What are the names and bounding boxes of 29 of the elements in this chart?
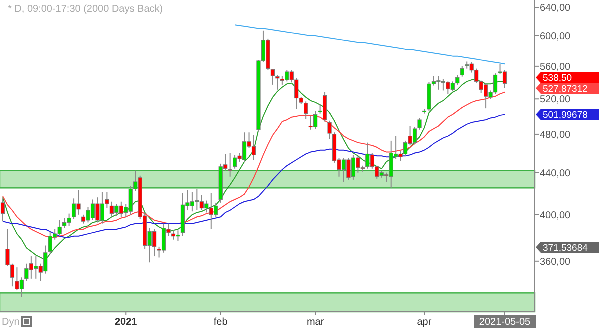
candlestick: [0, 198, 6, 222]
text: Dyn: [2, 317, 20, 328]
y-tick-label: 440,00: [540, 168, 572, 180]
y-tick-label: 400,00: [540, 210, 572, 222]
line-series: [2, 114, 506, 238]
candlestick: [460, 66, 464, 78]
y-tick-label: 360,00: [540, 256, 572, 268]
candlestick: [270, 69, 275, 86]
x-tick-label: 2021-05-05: [479, 317, 532, 328]
line-series: [234, 24, 506, 65]
y-tick-label: 640,00: [540, 3, 572, 14]
chart-title: * D, 09:00-17:30 (2000 Days Back): [8, 4, 164, 15]
y-tick-label: 520,00: [540, 94, 572, 106]
candlestick: [328, 120, 332, 140]
x-tick-label: feb: [214, 317, 228, 328]
y-tick-label: 371,53684: [543, 242, 588, 254]
y-tick-label: 527,87312: [543, 84, 588, 95]
y-tick-label: 600,00: [540, 32, 572, 42]
x-tick-label: 2021: [115, 317, 138, 328]
x-tick-label: apr: [417, 317, 432, 328]
y-tick-label: 538,50: [543, 73, 572, 84]
y-tick-label: 501,99678: [543, 110, 588, 122]
candlestick: [228, 152, 232, 178]
candlestick: [304, 101, 308, 120]
y-tick-label: 480,00: [540, 130, 572, 141]
y-tick-label: 560,00: [540, 62, 572, 73]
x-tick-label: mar: [306, 317, 325, 328]
candlestick: [418, 118, 422, 130]
candlestick: [276, 74, 280, 90]
